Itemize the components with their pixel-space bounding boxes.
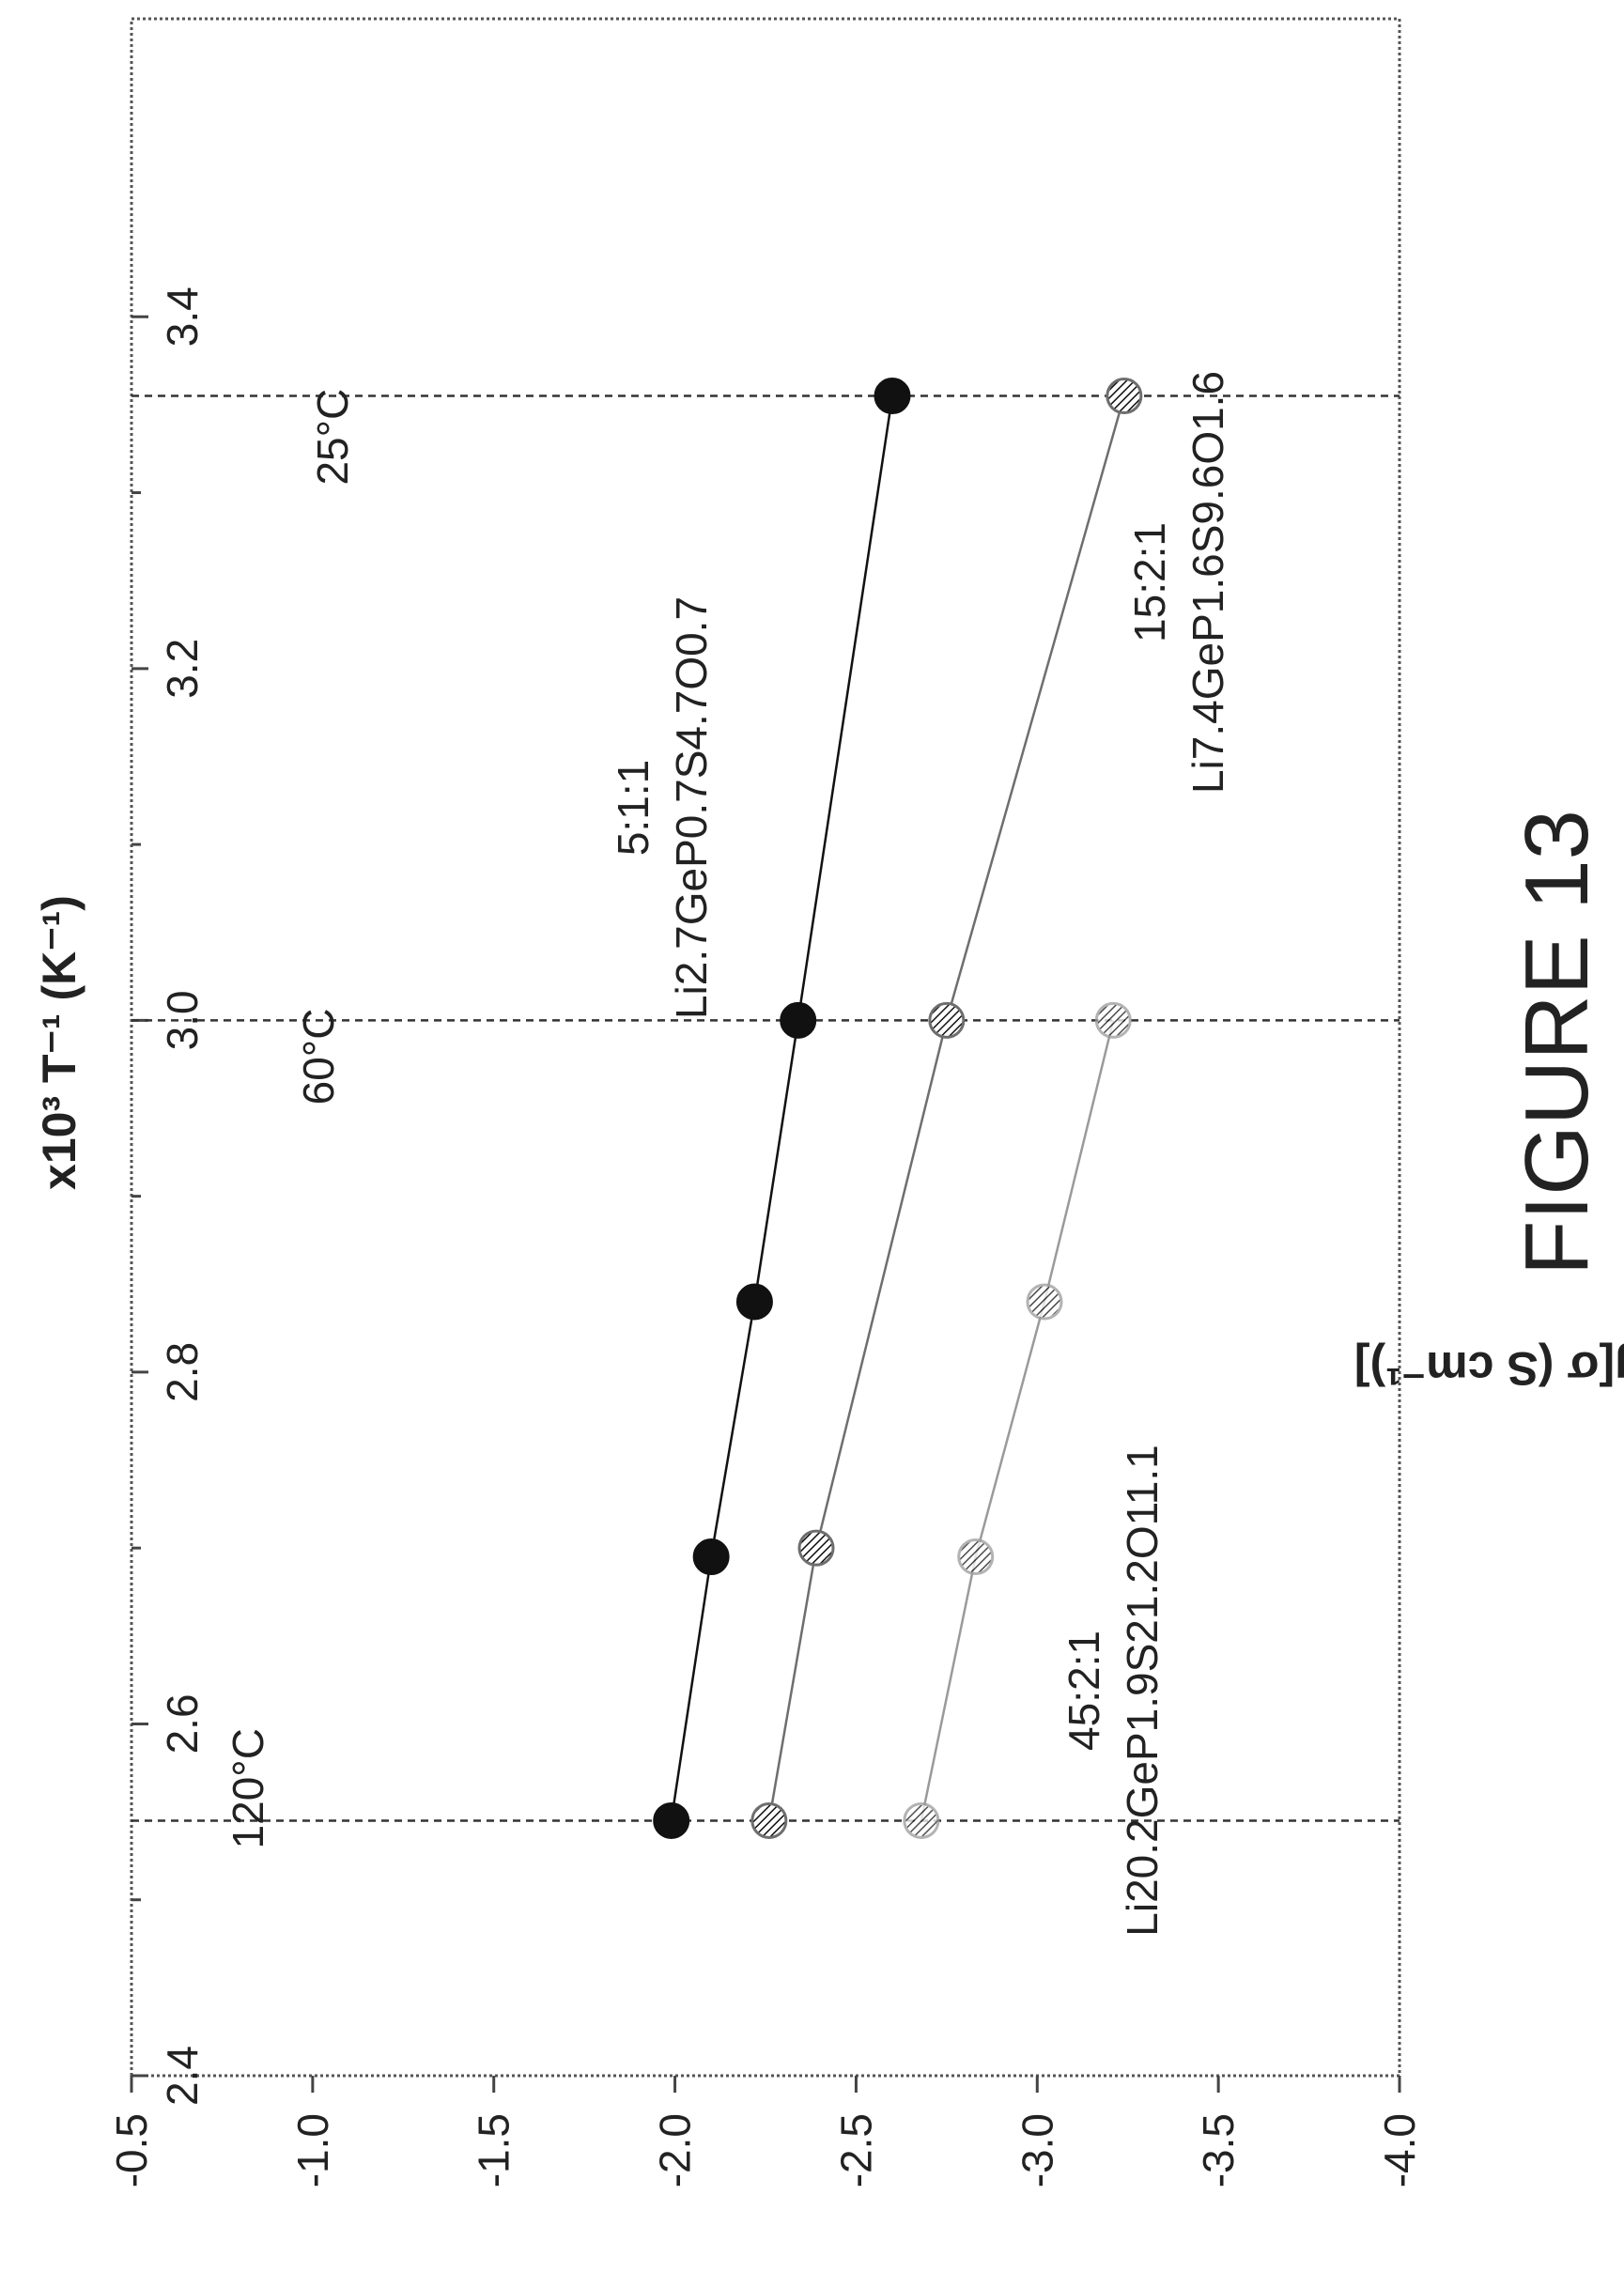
data-point — [874, 378, 911, 415]
series-ratio-label: 15:2:1 — [1125, 522, 1174, 642]
y-tick-label: -4.0 — [1375, 2113, 1424, 2187]
data-point — [750, 1801, 788, 1839]
data-point — [653, 1801, 690, 1839]
x-tick-label: 3.2 — [158, 639, 207, 699]
x-axis-ticks: 2.42.62.83.03.23.4 — [131, 286, 207, 2106]
y-tick-label: -2.0 — [651, 2113, 700, 2187]
temperature-labels: 120°C 60°C 25°C — [224, 389, 357, 1849]
data-point — [1106, 378, 1143, 415]
data-point — [780, 1001, 817, 1039]
y-axis-ticks: -0.5 -1.0 -1.5 -2.0 -2.5 -3.0 -3.5 -4.0 — [107, 2076, 1424, 2187]
y-tick-label: -2.5 — [831, 2113, 880, 2187]
series-formula-label: Li2.7GeP0.7S4.7O0.7 — [667, 596, 716, 1019]
data-point — [735, 1283, 773, 1321]
y-tick-label: -0.5 — [107, 2113, 156, 2187]
series-labels: 5:1:1 Li2.7GeP0.7S4.7O0.7 15:2:1 Li7.4GeP1.… — [609, 371, 1232, 1937]
data-point — [957, 1538, 995, 1576]
y-tick-label: -1.5 — [470, 2113, 518, 2187]
y-tick-label: -3.5 — [1194, 2113, 1243, 2187]
series-lines — [670, 395, 1126, 1821]
data-point — [1094, 1001, 1132, 1039]
series-line — [920, 1020, 1115, 1821]
series-formula-label: Li7.4GeP1.6S9.6O1.6 — [1183, 371, 1232, 794]
x-tick-label: 2.8 — [158, 1342, 207, 1402]
series-label: 45:2:1 Li20.2GeP1.9S21.2O11.1 — [1059, 1445, 1167, 1936]
y-tick-label: -3.0 — [1013, 2113, 1061, 2187]
y-tick-label: -1.0 — [288, 2113, 337, 2187]
data-point — [797, 1529, 835, 1567]
data-point — [928, 1001, 966, 1039]
temperature-label: 25°C — [308, 389, 357, 486]
x-axis-title: x10³ T⁻¹ (K⁻¹) — [33, 895, 85, 1190]
data-point — [1026, 1283, 1063, 1321]
x-tick-label: 3.4 — [158, 286, 207, 347]
series-ratio-label: 5:1:1 — [609, 760, 657, 856]
temperature-label: 60°C — [294, 1009, 343, 1105]
series-points — [653, 378, 1143, 1839]
series-formula-label: Li20.2GeP1.9S21.2O11.1 — [1118, 1445, 1167, 1936]
temperature-label: 120°C — [224, 1728, 272, 1848]
series-label: 5:1:1 Li2.7GeP0.7S4.7O0.7 — [609, 596, 716, 1019]
data-point — [903, 1801, 940, 1839]
series-label: 15:2:1 Li7.4GeP1.6S9.6O1.6 — [1125, 371, 1232, 794]
x-tick-label: 2.4 — [158, 2046, 207, 2106]
plot-frame — [130, 17, 1401, 2078]
x-tick-label: 2.6 — [158, 1693, 207, 1754]
series-line — [767, 395, 1126, 1821]
data-point — [692, 1538, 730, 1576]
figure-label: FIGURE 13 — [1507, 810, 1607, 1275]
series-ratio-label: 45:2:1 — [1059, 1631, 1108, 1751]
y-axis-title: log[σ (S cm⁻¹)] — [1354, 1342, 1624, 1395]
